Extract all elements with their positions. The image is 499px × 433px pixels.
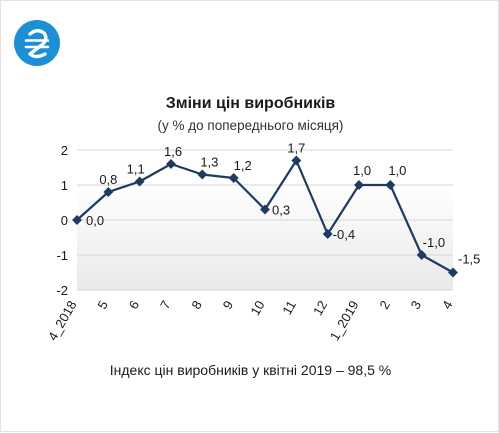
- data-label: 1,0: [353, 163, 371, 178]
- data-label: 1,0: [388, 163, 406, 178]
- data-labels: 0,0 0,8 1,1 1,6 1,3 1,2 0,3 1,7 -0,4 1,0 1,0 -1,0 -1…: [86, 141, 480, 267]
- data-point: [228, 173, 239, 183]
- data-point: [72, 215, 82, 225]
- y-tick-label: 1: [61, 178, 68, 193]
- x-tick-label: 8: [188, 298, 205, 312]
- plot-area: [77, 185, 453, 290]
- data-point: [322, 229, 333, 239]
- hryvnia-logo: [14, 20, 60, 66]
- x-tick-label: 4_2018: [45, 298, 80, 343]
- data-label: 0,3: [272, 203, 290, 218]
- data-label: 1,7: [287, 141, 305, 156]
- data-point: [166, 159, 176, 169]
- data-label: 0,0: [86, 213, 104, 228]
- footnote: Індекс цін виробників у квітні 2019 – 98…: [109, 362, 392, 378]
- y-tick-label: -2: [56, 283, 68, 298]
- data-label: -0,4: [333, 227, 355, 242]
- x-tick-label: 12: [310, 298, 330, 318]
- chart-subtitle: (у % до попереднього місяця): [157, 118, 344, 133]
- data-point: [416, 250, 427, 260]
- x-tick-label: 10: [247, 298, 267, 318]
- data-point: [291, 155, 302, 166]
- x-tick-label: 9: [220, 298, 237, 312]
- data-point: [103, 187, 114, 197]
- y-axis: 2 1 0 -1 -2: [56, 143, 68, 298]
- data-point: [385, 180, 396, 190]
- data-point: [448, 267, 458, 278]
- x-tick-label: 1_2019: [327, 298, 362, 343]
- data-label: -1,0: [423, 235, 445, 250]
- data-point: [134, 176, 145, 187]
- data-point: [354, 180, 364, 190]
- x-tick-label: 6: [126, 298, 143, 312]
- data-label: 1,1: [127, 162, 145, 177]
- x-tick-label: 11: [279, 298, 299, 317]
- data-label: -1,5: [458, 252, 480, 267]
- data-label: 1,6: [164, 144, 182, 159]
- data-label: 1,3: [200, 155, 218, 170]
- y-tick-label: 0: [61, 213, 68, 228]
- hryvnia-icon: [24, 29, 50, 59]
- data-point: [260, 204, 270, 215]
- data-markers: [72, 155, 458, 278]
- x-axis: 4_2018 5 6 7 8 9 10 11 121_2019 2 3 4: [45, 298, 456, 343]
- data-label: 0,8: [99, 172, 117, 187]
- chart-title: Зміни цін виробників: [165, 95, 336, 112]
- data-point: [197, 169, 208, 180]
- y-tick-label: 2: [61, 143, 68, 158]
- x-tick-label: 4: [439, 298, 456, 312]
- data-label: 1,2: [234, 158, 252, 173]
- y-tick-label: -1: [56, 248, 68, 263]
- x-tick-label: 5: [94, 298, 111, 312]
- x-tick-label: 3: [408, 298, 425, 312]
- x-tick-label: 2: [376, 298, 393, 312]
- x-tick-label: 7: [157, 298, 174, 312]
